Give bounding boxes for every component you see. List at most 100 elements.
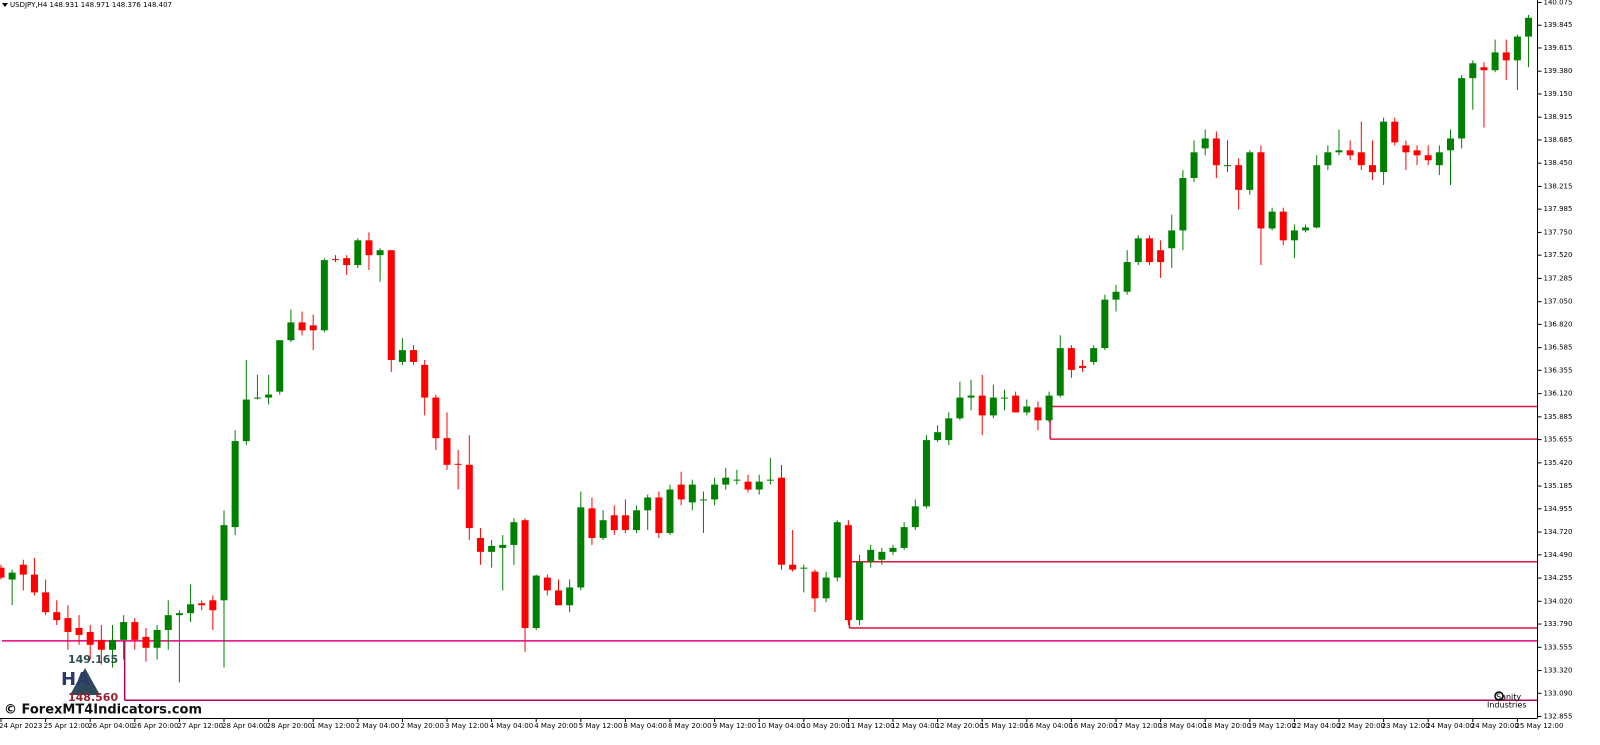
y-tick-label: 136.355 <box>1544 366 1573 374</box>
candle-body <box>1335 150 1343 153</box>
candle-body <box>287 322 295 341</box>
candle-body <box>42 592 50 613</box>
candle-body <box>64 618 72 632</box>
candle-body <box>421 364 429 398</box>
candle-body <box>1268 211 1276 229</box>
candle-body <box>1045 395 1053 421</box>
x-tick-label: 18 May 04:00 <box>1159 722 1207 730</box>
x-tick-label: 10 May 04:00 <box>757 722 805 730</box>
candle-body <box>1001 397 1008 399</box>
candle-body <box>1357 152 1365 166</box>
candle-body <box>1368 165 1376 173</box>
candle-body <box>86 631 94 645</box>
candle-body <box>733 479 741 481</box>
y-tick-label: 137.750 <box>1544 228 1573 236</box>
candle-body <box>633 510 641 531</box>
candle-body <box>1023 406 1031 413</box>
candle-body <box>488 545 496 552</box>
candle-body <box>75 628 83 635</box>
candle-body <box>220 525 228 601</box>
x-tick-label: 15 May 12:00 <box>980 722 1028 730</box>
candle-body <box>19 564 27 575</box>
candle-body <box>911 506 919 528</box>
candle-body <box>1101 299 1109 349</box>
candle-body <box>1424 155 1432 161</box>
y-tick-label: 134.490 <box>1544 551 1573 559</box>
x-tick-label: 2 May 20:00 <box>400 722 444 730</box>
candle-body <box>454 463 462 465</box>
y-tick-label: 135.885 <box>1544 413 1573 421</box>
y-tick-label: 138.685 <box>1544 136 1573 144</box>
y-tick-label: 134.720 <box>1544 528 1573 536</box>
candle-body <box>1513 36 1521 61</box>
candle-body <box>755 481 763 490</box>
x-tick-label: 8 May 04:00 <box>623 722 667 730</box>
y-tick-label: 134.020 <box>1544 597 1573 605</box>
y-tick-label: 139.845 <box>1544 21 1573 29</box>
x-tick-label: 4 May 20:00 <box>534 722 578 730</box>
candle-body <box>666 489 674 534</box>
candle-body <box>699 499 707 501</box>
candle-body <box>187 604 195 614</box>
brand-line: Sanity <box>1496 693 1521 702</box>
x-tick-label: 16 May 04:00 <box>1025 722 1073 730</box>
watermark: © ForexMT4Indicators.com <box>4 703 202 718</box>
candle-body <box>1313 165 1321 228</box>
y-tick-label: 135.655 <box>1544 436 1573 444</box>
x-tick-label: 12 May 20:00 <box>936 722 984 730</box>
candle-body <box>878 551 886 560</box>
x-tick-label: 10 May 20:00 <box>802 722 850 730</box>
candle-body <box>432 397 440 439</box>
x-tick-label: 9 May 12:00 <box>713 722 757 730</box>
candle-body <box>1134 238 1142 263</box>
x-tick-label: 22 May 04:00 <box>1292 722 1340 730</box>
x-tick-label: 5 May 12:00 <box>579 722 623 730</box>
candle-body <box>30 574 38 593</box>
candle-body <box>1458 78 1466 139</box>
candle-body <box>655 497 663 534</box>
candle-body <box>1079 365 1087 368</box>
candle-body <box>922 440 930 507</box>
candle-body <box>376 250 384 256</box>
candle-body <box>276 340 284 392</box>
indicator-high-label: 149.165 <box>68 653 118 666</box>
candle-body <box>343 258 351 266</box>
candle-body <box>555 590 562 606</box>
y-tick-label: 138.450 <box>1544 159 1573 167</box>
candle-body <box>1290 230 1298 241</box>
y-tick-label: 138.915 <box>1544 113 1573 121</box>
candle-body <box>688 484 696 503</box>
x-tick-label: 27 Apr 12:00 <box>177 722 223 730</box>
candle-body <box>867 549 875 562</box>
candle-body <box>198 603 206 606</box>
plot-area <box>0 14 1538 701</box>
candle-body <box>599 520 607 539</box>
y-tick-label: 137.285 <box>1544 274 1573 282</box>
y-tick-label: 138.215 <box>1544 182 1573 190</box>
candle-body <box>1034 407 1042 421</box>
chart-title: USDJPY,H4 148.931 148.971 148.376 148.40… <box>10 1 172 9</box>
candle-body <box>1067 348 1075 370</box>
candle-body <box>744 481 752 490</box>
x-tick-label: 26 Apr 20:00 <box>133 722 179 730</box>
x-tick-label: 18 May 20:00 <box>1203 722 1251 730</box>
candle-body <box>1279 211 1287 241</box>
candle-body <box>532 575 540 629</box>
candle-body <box>209 600 217 611</box>
candle-body <box>934 432 942 441</box>
indicator-logo-text: HA <box>61 669 90 690</box>
candle-body <box>856 561 864 621</box>
candle-body <box>1235 165 1243 190</box>
candle-body <box>365 240 373 256</box>
candle-body <box>499 544 507 548</box>
candle-body <box>778 477 785 565</box>
candle-body <box>1190 152 1198 179</box>
ha-logo-icon <box>70 668 100 695</box>
candle-body <box>1324 152 1332 166</box>
candle-body <box>822 577 830 599</box>
x-tick-label: 28 Apr 20:00 <box>267 722 313 730</box>
y-tick-label: 136.820 <box>1544 320 1573 328</box>
candle-body <box>1525 17 1533 37</box>
y-tick-label: 133.555 <box>1544 643 1573 651</box>
